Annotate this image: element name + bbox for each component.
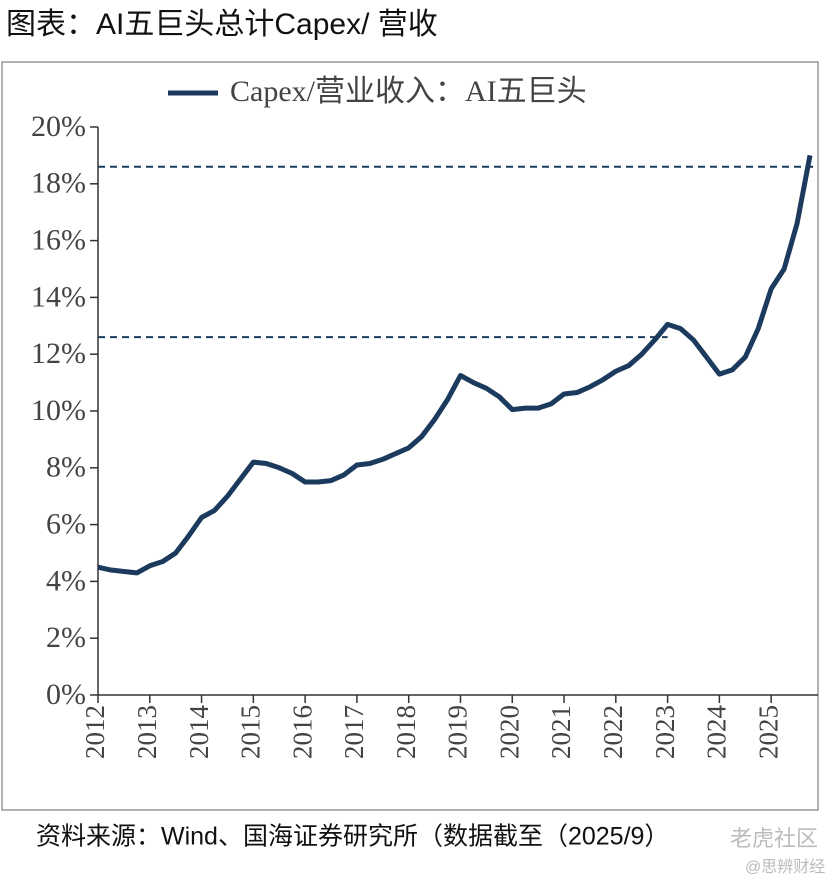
x-tick-label: 2016: [287, 705, 317, 759]
y-tick-label: 18%: [31, 167, 86, 200]
x-tick-label: 2024: [702, 705, 732, 760]
watermark-sub: @思辨财经: [745, 858, 825, 876]
x-tick-label: 2019: [443, 705, 473, 759]
x-tick-label: 2015: [236, 705, 266, 759]
y-tick-label: 12%: [31, 337, 86, 370]
y-tick-label: 16%: [31, 223, 86, 256]
x-tick-label: 2014: [184, 705, 214, 760]
chart-title: 图表：AI五巨头总计Capex/ 营收: [6, 8, 438, 41]
x-tick-label: 2022: [598, 705, 628, 759]
x-tick-label: 2017: [339, 705, 369, 759]
frame: [1, 61, 819, 811]
legend-label: Capex/营业收入：AI五巨头: [230, 75, 587, 108]
y-tick-label: 10%: [31, 394, 86, 427]
y-tick-label: 14%: [31, 280, 86, 313]
x-tick-label: 2012: [80, 705, 110, 759]
x-tick-label: 2021: [546, 705, 576, 759]
x-tick-label: 2020: [494, 705, 524, 759]
watermark: 老虎社区: [730, 826, 818, 851]
x-tick-label: 2018: [391, 705, 421, 759]
series-line: [97, 154, 813, 576]
y-tick-label: 8%: [46, 451, 86, 484]
x-tick-label: 2023: [650, 705, 680, 759]
y-tick-label: 4%: [46, 564, 86, 597]
y-tick-label: 6%: [46, 507, 86, 540]
x-tick-label: 2013: [132, 705, 162, 759]
x-tick-label: 2025: [753, 705, 783, 759]
y-tick-label: 20%: [31, 110, 86, 143]
y-tick-label: 0%: [46, 678, 86, 711]
y-tick-label: 2%: [46, 621, 86, 654]
source: 资料来源：Wind、国海证券研究所（数据截至（2025/9）: [36, 823, 669, 851]
